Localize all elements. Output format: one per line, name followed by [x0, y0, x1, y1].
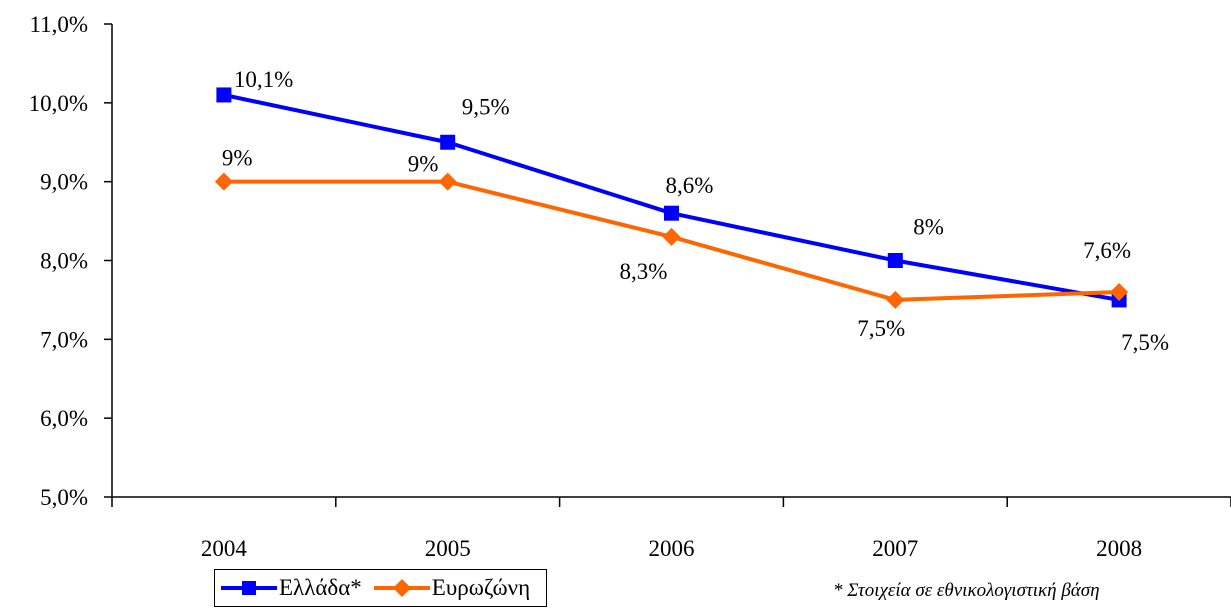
x-tick-label: 2004: [201, 536, 248, 561]
point-greece: [216, 87, 232, 103]
legend: Ελλάδα* Ευρωζώνη: [214, 569, 548, 607]
legend-label-eurozone: Ευρωζώνη: [431, 575, 531, 600]
data-label-greece: 9,5%: [462, 94, 510, 119]
x-tick-label: 2005: [425, 536, 471, 561]
y-tick-label: 7,0%: [40, 327, 88, 352]
data-label-greece: 8%: [913, 215, 944, 240]
point-eurozone: [1110, 283, 1129, 302]
legend-item-greece: Ελλάδα*: [221, 575, 370, 601]
point-eurozone: [886, 290, 905, 309]
x-tick-label: 2007: [872, 536, 918, 561]
y-tick-label: 6,0%: [40, 406, 88, 431]
data-label-greece: 8,6%: [666, 173, 714, 198]
y-tick-label: 9,0%: [40, 170, 88, 195]
legend-swatch-eurozone: [373, 579, 430, 597]
y-tick-label: 10,0%: [29, 91, 88, 116]
legend-swatch-greece: [221, 581, 277, 595]
data-label-eurozone: 9%: [222, 146, 253, 171]
legend-label-greece: Ελλάδα*: [279, 575, 362, 600]
axes: [104, 23, 1231, 507]
legend-item-eurozone: Ευρωζώνη: [373, 575, 538, 601]
point-eurozone: [438, 172, 457, 191]
point-greece: [440, 134, 456, 150]
x-tick-label: 2008: [1096, 536, 1142, 561]
y-tick-label: 8,0%: [40, 249, 88, 274]
point-greece: [887, 253, 903, 268]
footnote: * Στοιχεία σε εθνικολογιστική βάση: [833, 580, 1100, 601]
data-labels: 10,1% 9,5% 8,6% 8% 7,5% 9% 9% 8,3% 7,5% 7,6%: [222, 67, 1169, 355]
point-eurozone: [214, 172, 233, 191]
line-chart: 5,0%6,0%7,0%8,0%9,0%10,0%11,0% 2004 2005 2…: [29, 12, 1231, 561]
x-tick-label: 2006: [649, 536, 695, 561]
data-label-eurozone: 7,6%: [1083, 238, 1131, 263]
x-axis-tick-labels: 2004 2005 2006 2007 2008: [201, 536, 1142, 561]
point-greece: [664, 205, 679, 221]
y-tick-label: 5,0%: [40, 485, 88, 510]
data-label-greece: 10,1%: [234, 67, 293, 92]
series-layer: [214, 87, 1129, 309]
y-tick-label: 11,0%: [29, 12, 88, 37]
point-eurozone: [662, 227, 681, 246]
y-axis-tick-labels: 5,0% 6,0% 7,0% 8,0% 9,0% 10,0% 11,0%: [29, 12, 88, 510]
data-label-eurozone: 9%: [408, 152, 439, 177]
data-label-eurozone: 8,3%: [620, 259, 668, 284]
data-label-greece: 7,5%: [1121, 330, 1169, 355]
data-label-eurozone: 7,5%: [857, 316, 905, 341]
